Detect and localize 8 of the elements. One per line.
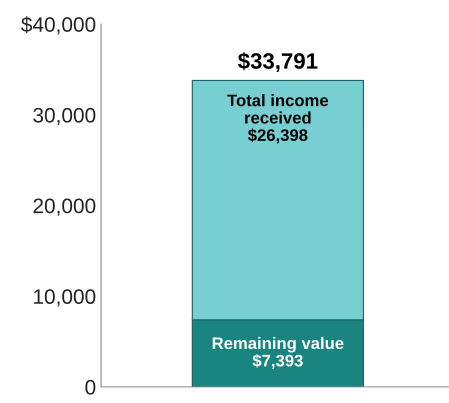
data-label: Total income received $26,398 (227, 94, 328, 144)
y-tick-label: 30,000 (33, 108, 96, 126)
y-tick-label: 0 (85, 380, 96, 395)
y-tick-label: 10,000 (34, 289, 96, 306)
y-tick-label: $40,000 (21, 16, 96, 34)
data-label: Remaining value $7,393 (212, 336, 344, 369)
total-label: $33,791 (238, 52, 318, 72)
y-tick-label: 20,000 (34, 198, 96, 216)
